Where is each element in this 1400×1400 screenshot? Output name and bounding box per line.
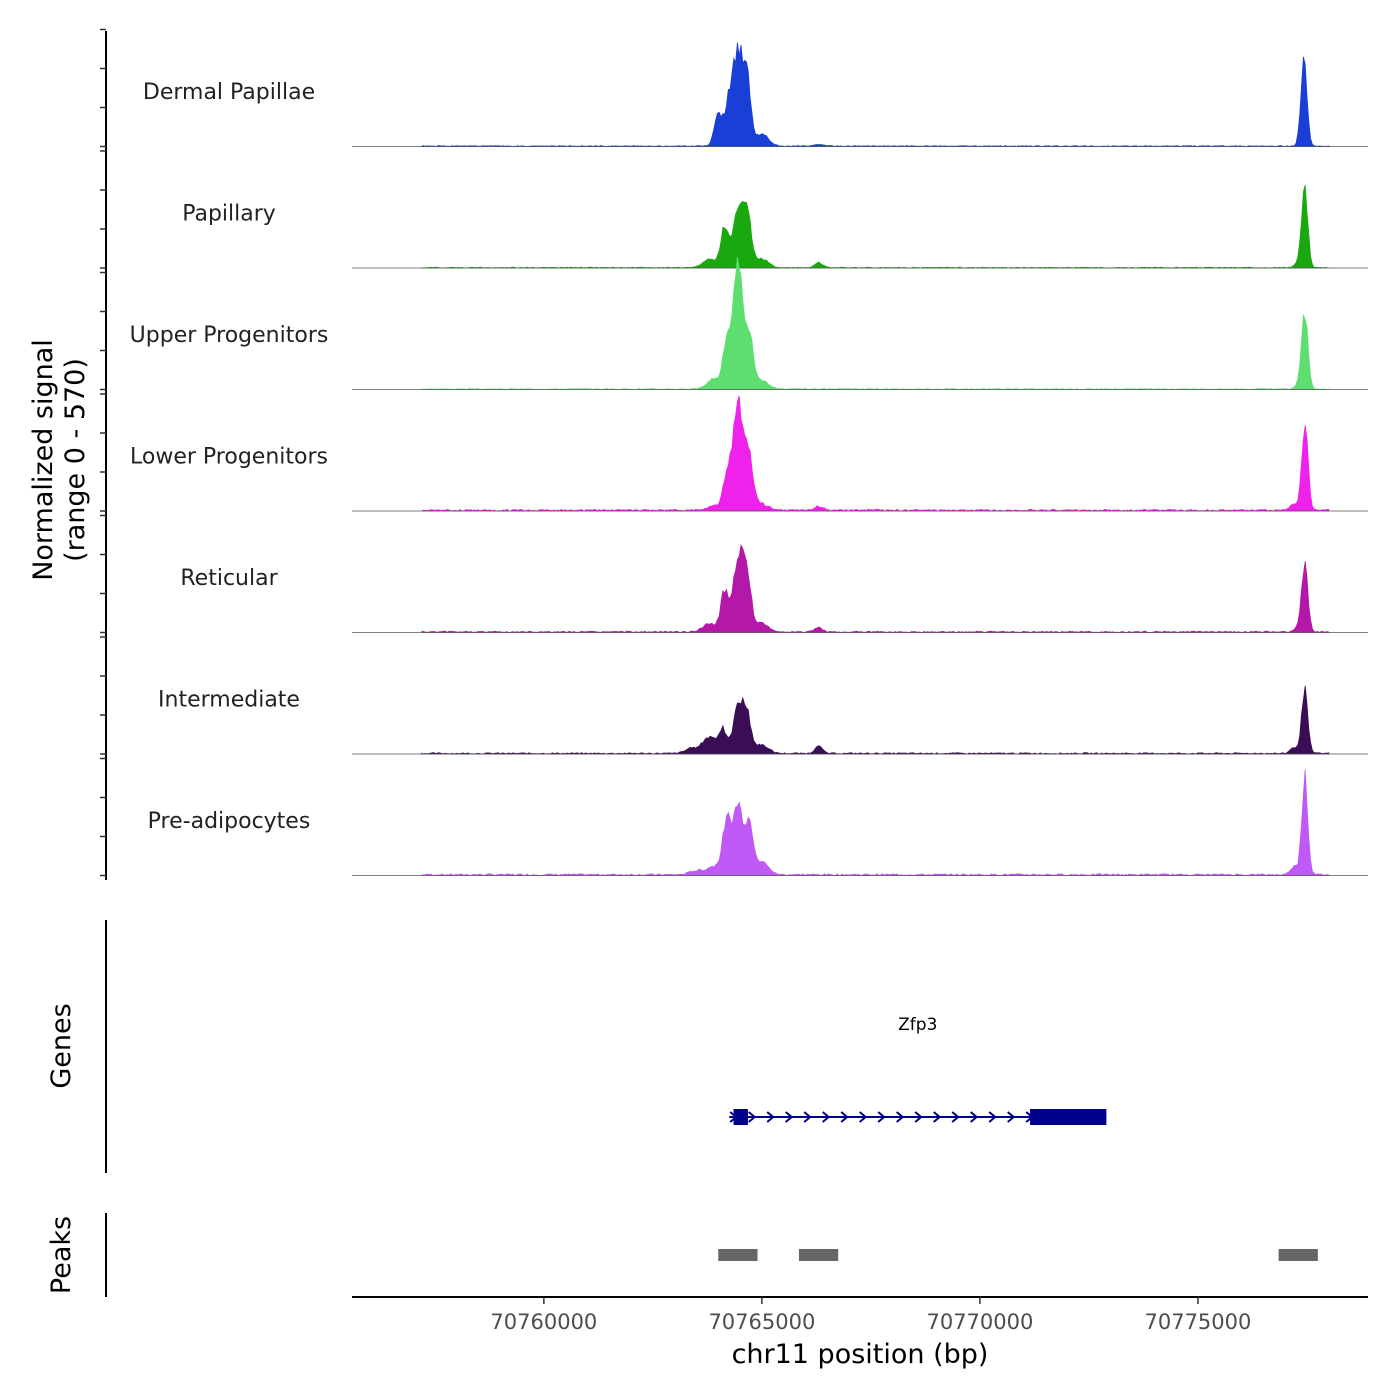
- coverage-track: Upper Progenitors: [130, 256, 1368, 390]
- strand-arrow: [840, 1111, 849, 1123]
- coverage-track: Reticular: [180, 543, 1368, 633]
- track-label: Reticular: [180, 566, 278, 591]
- gene-exon: [733, 1109, 748, 1125]
- y-axis-title-line2: (range 0 - 570): [60, 358, 91, 562]
- coverage-area: [421, 543, 1330, 633]
- coverage-track: Intermediate: [158, 685, 1368, 755]
- coverage-track: Pre-adipocytes: [148, 769, 1368, 876]
- coverage-area: [421, 395, 1330, 512]
- strand-arrow: [822, 1111, 831, 1123]
- strand-arrow: [933, 1111, 942, 1123]
- peak-region: [798, 1249, 839, 1261]
- coverage-area: [421, 42, 1330, 147]
- x-tick-label: 70765000: [708, 1310, 815, 1334]
- strand-arrow: [766, 1111, 775, 1123]
- gene-model: Zfp3: [729, 1015, 1107, 1125]
- coverage-panel: Dermal Papillae Papillary Upper Progenitor…: [100, 28, 1368, 880]
- peak-region: [718, 1249, 758, 1261]
- coverage-area: [421, 685, 1330, 755]
- strand-arrow: [803, 1111, 812, 1123]
- coverage-track: Dermal Papillae: [143, 42, 1368, 147]
- x-axis: 70760000 70765000 70770000 70775000: [352, 1296, 1368, 1334]
- coverage-track: Lower Progenitors: [130, 395, 1368, 512]
- x-axis-title: chr11 position (bp): [732, 1339, 989, 1370]
- strand-arrow: [914, 1111, 923, 1123]
- peak-region: [1278, 1249, 1318, 1261]
- strand-arrow: [970, 1111, 979, 1123]
- coverage-track: Papillary: [182, 184, 1368, 269]
- strand-arrow: [785, 1111, 794, 1123]
- x-tick-label: 70775000: [1144, 1310, 1251, 1334]
- strand-arrow: [859, 1111, 868, 1123]
- track-label: Upper Progenitors: [130, 323, 329, 348]
- track-label: Dermal Papillae: [143, 80, 315, 105]
- coverage-area: [421, 184, 1329, 269]
- track-label: Papillary: [182, 202, 276, 227]
- gene-name-label: Zfp3: [898, 1015, 937, 1035]
- strand-arrow: [951, 1111, 960, 1123]
- y-axis-title-line1: Normalized signal: [28, 339, 59, 581]
- strand-arrow: [988, 1111, 997, 1123]
- x-tick-label: 70770000: [926, 1310, 1033, 1334]
- peaks-panel: [105, 1213, 1318, 1297]
- gene-exon: [1030, 1109, 1107, 1125]
- coverage-area: [421, 769, 1330, 876]
- x-tick-label: 70760000: [490, 1310, 597, 1334]
- strand-arrow: [748, 1111, 757, 1123]
- track-label: Intermediate: [158, 688, 300, 713]
- strand-arrow: [896, 1111, 905, 1123]
- genes-panel-title: Genes: [46, 1003, 77, 1088]
- track-label: Pre-adipocytes: [148, 809, 311, 834]
- y-axis: [100, 28, 107, 880]
- track-label: Lower Progenitors: [130, 445, 328, 470]
- coverage-area: [421, 256, 1330, 390]
- strand-arrow: [877, 1111, 886, 1123]
- strand-arrow: [1007, 1111, 1016, 1123]
- peaks-panel-title: Peaks: [46, 1216, 77, 1294]
- genes-panel: Zfp3: [105, 920, 1107, 1173]
